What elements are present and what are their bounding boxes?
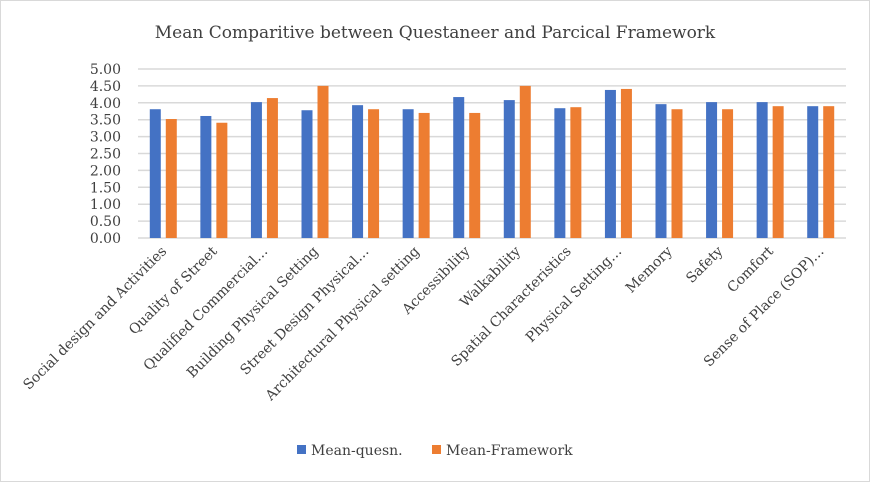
bar-mean-quesn [554, 108, 566, 238]
x-tick-label: Quality of Street [126, 243, 221, 338]
bar-mean-framework [772, 106, 784, 239]
bar-mean-framework [823, 106, 835, 239]
bar-mean-framework [570, 107, 582, 238]
bar-mean-quesn [706, 102, 718, 239]
bar-mean-framework [620, 88, 632, 238]
bar-mean-framework [519, 85, 531, 239]
legend-swatch [432, 445, 441, 454]
y-axis-ticks: 0.000.501.001.502.002.503.003.504.004.50… [90, 62, 121, 247]
x-tick-label: Comfort [724, 243, 777, 296]
bar-mean-quesn [250, 102, 262, 239]
y-tick-label: 3.00 [90, 130, 121, 146]
bar-mean-quesn [453, 97, 465, 238]
gridlines [138, 68, 846, 239]
bar-mean-quesn [352, 105, 364, 238]
y-tick-label: 4.50 [90, 79, 121, 95]
y-tick-label: 0.00 [90, 231, 121, 247]
bar-mean-framework [317, 85, 329, 239]
legend-label: Mean-Framework [446, 443, 573, 459]
legend: Mean-quesn. Mean-Framework [297, 443, 573, 459]
x-tick-label: Safety [683, 243, 726, 286]
y-tick-label: 3.50 [90, 113, 121, 129]
bar-mean-quesn [503, 100, 515, 238]
legend-label: Mean-quesn. [311, 443, 403, 459]
bar-mean-quesn [756, 102, 768, 239]
y-tick-label: 4.00 [90, 96, 121, 112]
x-tick-label: Physical Setting… [523, 244, 625, 346]
bar-mean-quesn [200, 115, 212, 238]
bar-mean-quesn [807, 106, 819, 239]
y-tick-label: 0.50 [90, 214, 121, 230]
bar-mean-framework [266, 98, 278, 239]
y-tick-label: 2.50 [90, 147, 121, 163]
y-tick-label: 2.00 [90, 163, 121, 179]
bar-mean-quesn [655, 104, 667, 238]
bar-mean-quesn [402, 109, 414, 238]
bar-mean-framework [469, 112, 481, 238]
chart-title: Mean Comparitive between Questaneer and … [155, 23, 716, 43]
x-tick-label: Memory [623, 243, 676, 296]
bar-mean-quesn [149, 109, 161, 238]
bar-mean-framework [722, 109, 734, 238]
bar-mean-framework [671, 109, 683, 238]
bar-mean-framework [418, 112, 430, 238]
bar-mean-quesn [604, 89, 616, 239]
y-tick-label: 1.50 [90, 180, 121, 196]
y-tick-label: 1.00 [90, 197, 121, 213]
bar-mean-framework [165, 119, 177, 238]
bar-mean-framework [368, 109, 380, 238]
bar-mean-framework [216, 122, 228, 238]
legend-swatch [297, 445, 306, 454]
bars [149, 85, 835, 239]
bar-mean-quesn [301, 110, 313, 238]
y-tick-label: 5.00 [90, 62, 121, 78]
